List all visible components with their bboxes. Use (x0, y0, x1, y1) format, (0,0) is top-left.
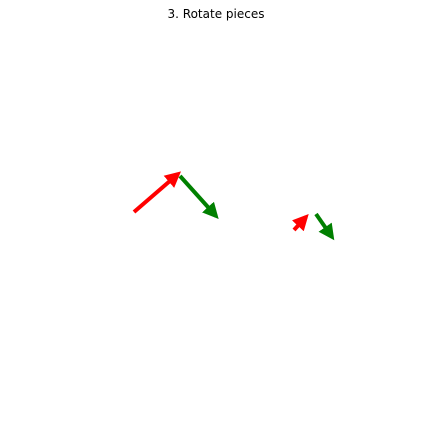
small-red-arrow (291, 214, 309, 232)
large-green-arrow (178, 174, 219, 219)
small-green-arrow (314, 212, 335, 241)
large-red-arrow (132, 171, 182, 214)
diagram-title: 3. Rotate pieces (167, 7, 265, 21)
